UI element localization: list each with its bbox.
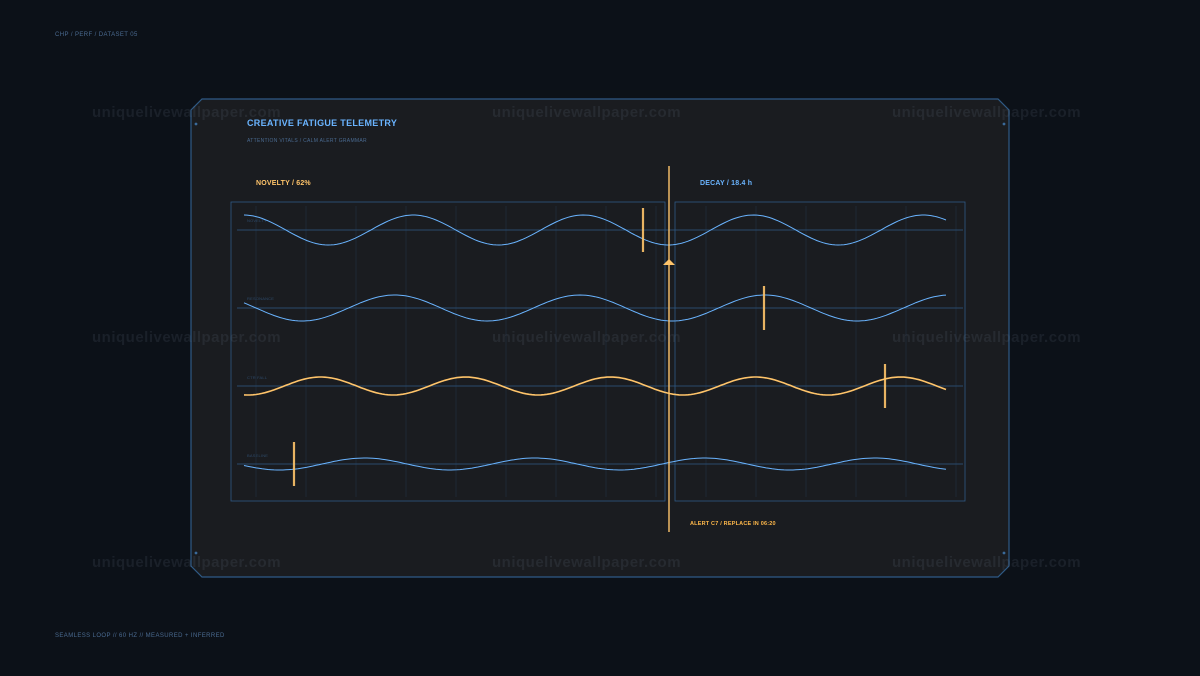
channel-label: NOVELTY — [247, 218, 267, 223]
novelty-readout: NOVELTY / 62% — [256, 180, 311, 187]
watermark: uniquelivewallpaper.com — [492, 329, 682, 346]
panel-subtitle: ATTENTION VITALS / CALM ALERT GRAMMAR — [247, 138, 367, 144]
footer-status: SEAMLESS LOOP // 60 HZ // MEASURED + INF… — [55, 633, 225, 639]
watermark: uniquelivewallpaper.com — [892, 104, 1082, 121]
series-line — [243, 376, 947, 396]
series-line — [243, 457, 947, 471]
watermark: uniquelivewallpaper.com — [492, 554, 682, 571]
channel-label: BASELINE — [247, 453, 269, 458]
watermark: uniquelivewallpaper.com — [92, 104, 282, 121]
alert-readout: ALERT C7 / REPLACE IN 06:20 — [690, 521, 776, 527]
watermark: uniquelivewallpaper.com — [92, 554, 282, 571]
telemetry-panel: CREATIVE FATIGUE TELEMETRY ATTENTION VIT… — [190, 98, 1010, 579]
telemetry-plot — [230, 166, 966, 532]
decay-readout: DECAY / 18.4 h — [700, 180, 753, 187]
watermark: uniquelivewallpaper.com — [892, 554, 1082, 571]
watermark: uniquelivewallpaper.com — [492, 104, 682, 121]
series-line — [243, 294, 947, 322]
panel-title: CREATIVE FATIGUE TELEMETRY — [247, 118, 398, 128]
channel-label: RESONANCE — [247, 296, 275, 301]
cursor-arrow — [663, 259, 675, 265]
series-line — [243, 214, 947, 246]
channel-label: CTR FALL — [247, 375, 268, 380]
breadcrumb: CHP / PERF / DATASET 05 — [55, 32, 138, 38]
watermark: uniquelivewallpaper.com — [92, 329, 282, 346]
plot-box-left — [230, 201, 666, 502]
watermark: uniquelivewallpaper.com — [892, 329, 1082, 346]
plot-box-right — [674, 201, 966, 502]
